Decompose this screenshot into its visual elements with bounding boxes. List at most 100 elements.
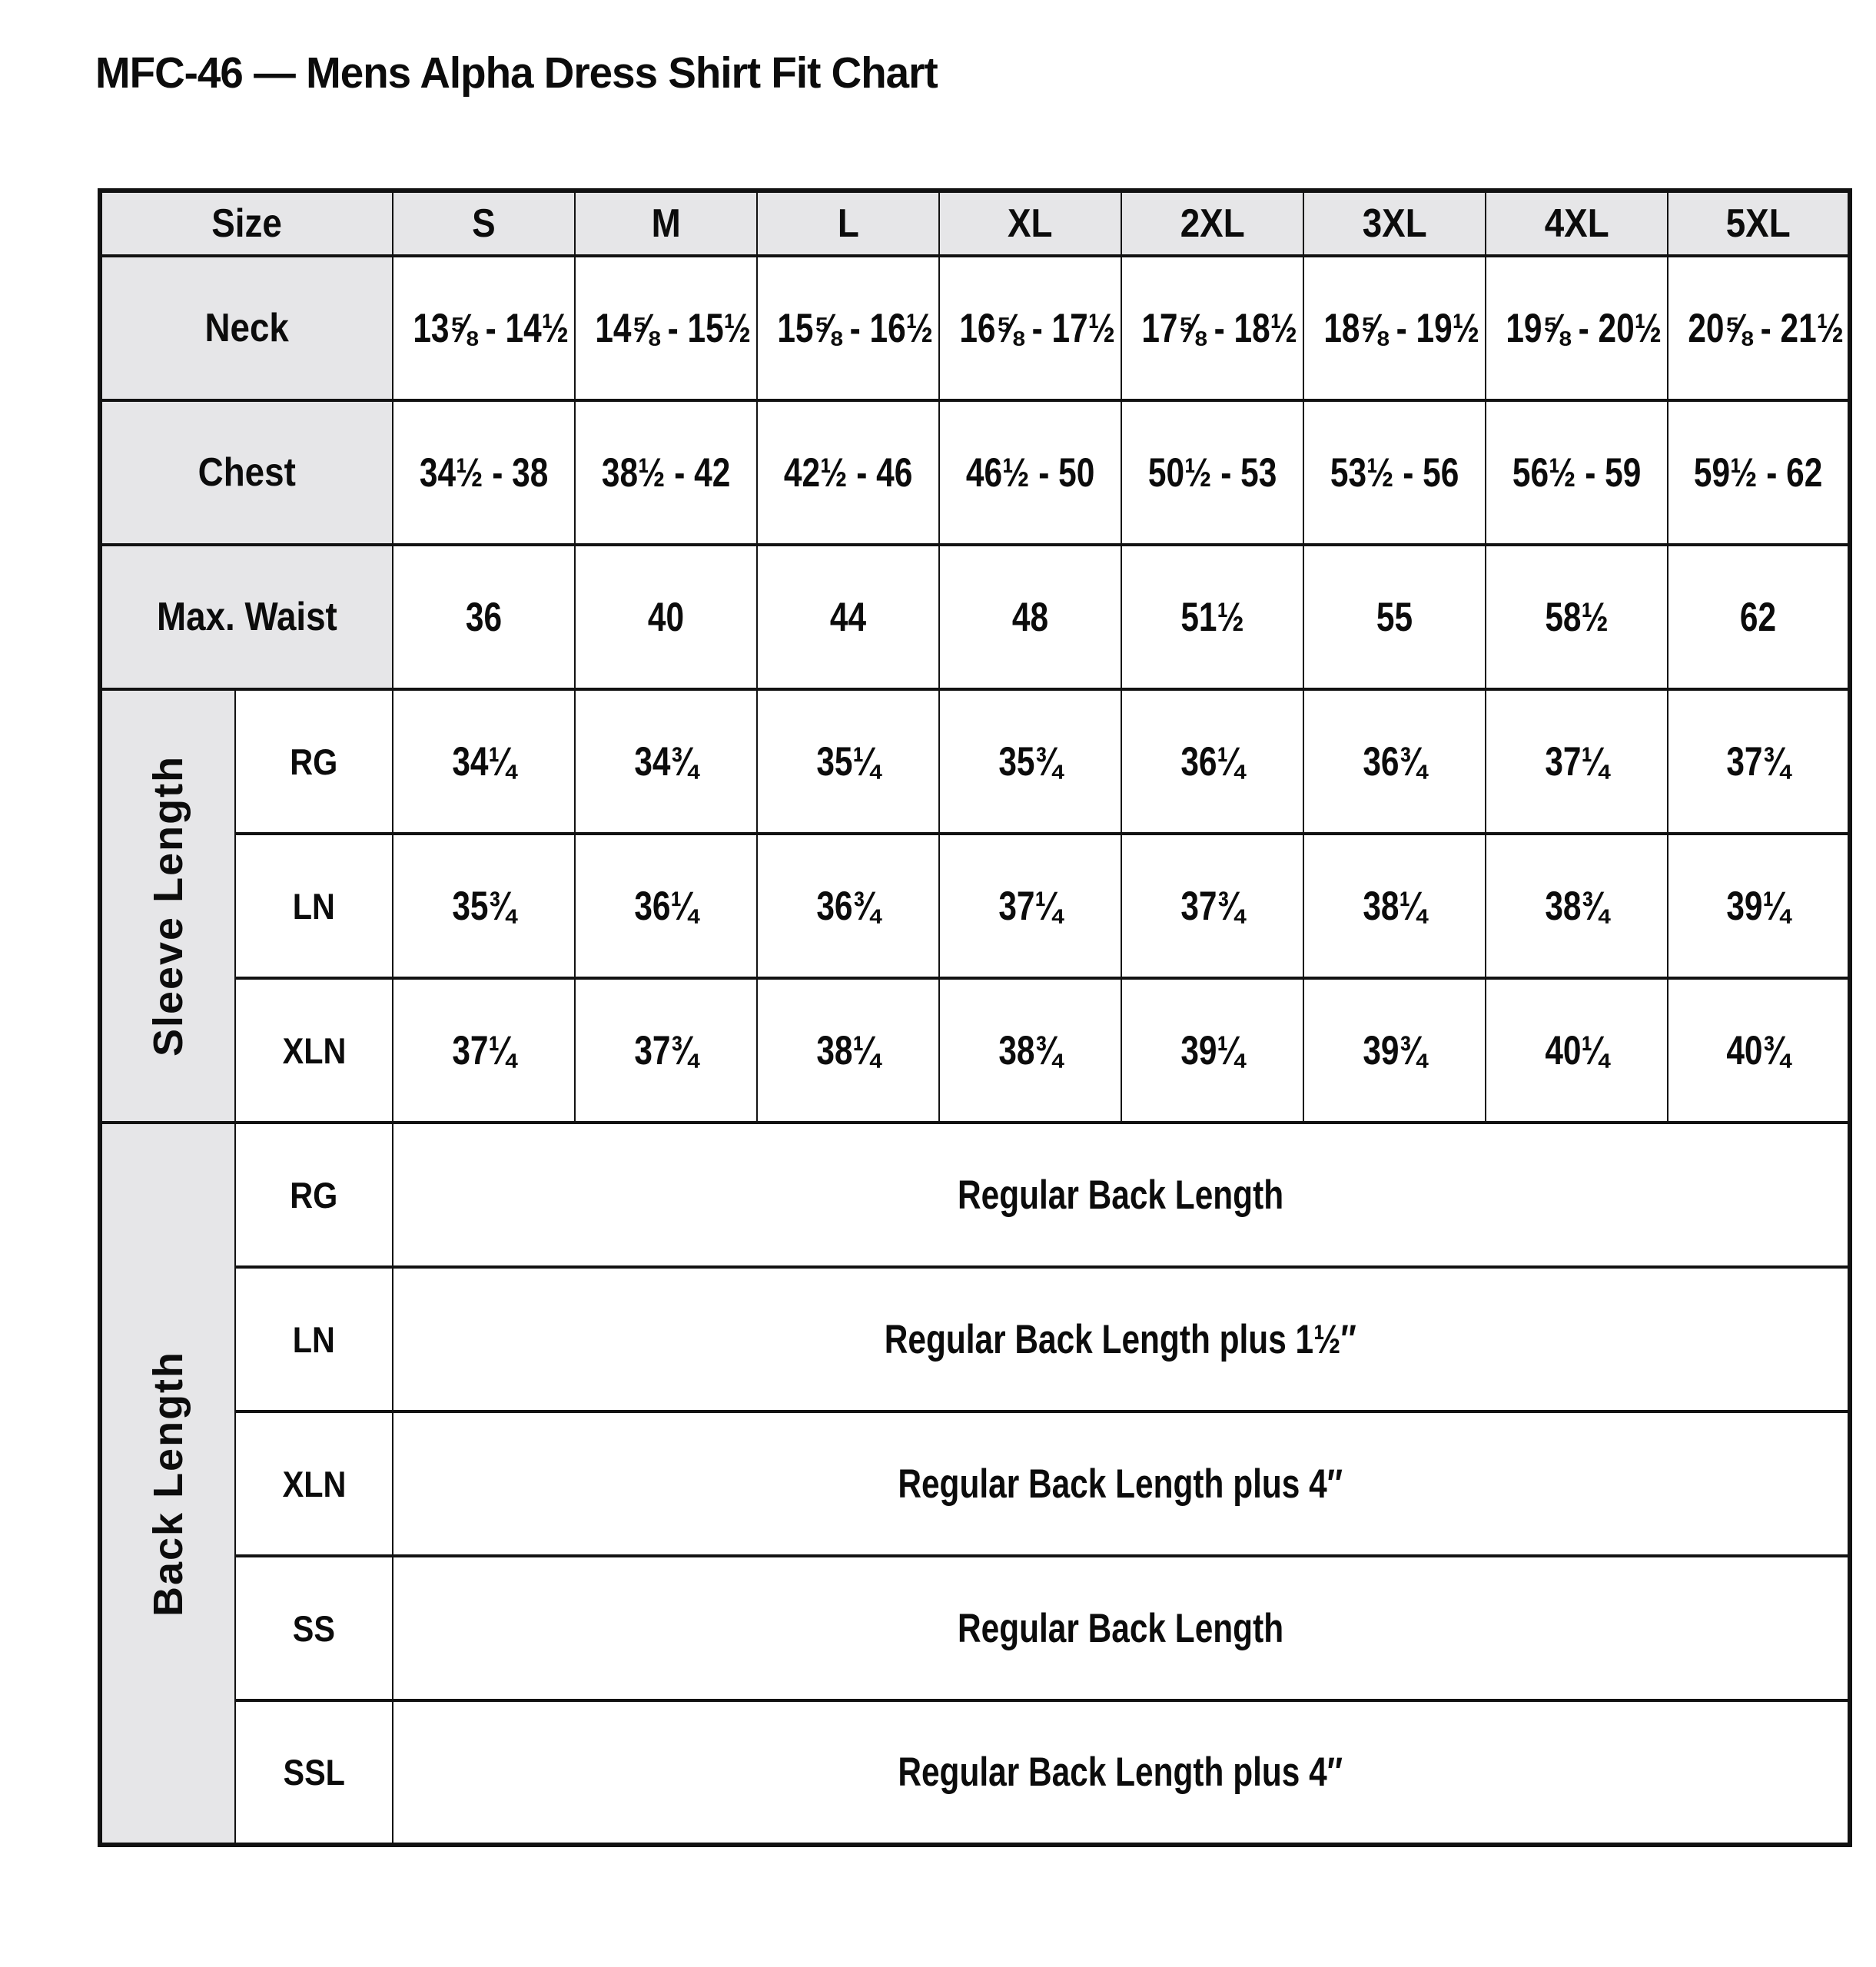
sleeve-rg-value-cell: 37¾ bbox=[1667, 688, 1851, 835]
cell-value: 38½ - 42 bbox=[601, 449, 731, 496]
row-header-label: Max. Waist bbox=[157, 595, 337, 639]
chest-value-cell: 50½ - 53 bbox=[1121, 399, 1304, 546]
cell-value: 36¼ bbox=[1180, 738, 1244, 784]
cell-value: Regular Back Length plus 4″ bbox=[898, 1461, 1343, 1507]
sleeve-ln-row: LN 35¾ 36¼ 36¾ 37¼ 37¾ 38¼ 38¾ 39¼ bbox=[100, 832, 1851, 980]
back-ssl-value-cell: Regular Back Length plus 4″ bbox=[392, 1699, 1851, 1846]
back-rg-value-cell: Regular Back Length bbox=[392, 1121, 1851, 1269]
back-rg-label-cell: RG bbox=[234, 1121, 393, 1269]
sleeve-rg-value-cell: 36¾ bbox=[1303, 688, 1486, 835]
cell-value: 44 bbox=[829, 594, 867, 640]
sleeve-rg-value-cell: 35¼ bbox=[756, 688, 940, 835]
column-header-label: M bbox=[651, 201, 681, 246]
cell-value: 39¼ bbox=[1726, 883, 1790, 929]
cell-value: 35¼ bbox=[816, 738, 880, 784]
row-header-label: Neck bbox=[204, 306, 290, 350]
column-header-label: L bbox=[837, 201, 859, 246]
max-waist-value-cell: 51½ bbox=[1121, 543, 1304, 691]
back-ln-value-cell: Regular Back Length plus 1½″ bbox=[392, 1265, 1851, 1413]
sleeve-xln-value-cell: 38¾ bbox=[938, 977, 1122, 1124]
chest-value-cell: 42½ - 46 bbox=[756, 399, 940, 546]
cell-value: 37¼ bbox=[998, 883, 1062, 929]
cell-value: 59½ - 62 bbox=[1693, 449, 1823, 496]
column-header-s: S bbox=[392, 189, 576, 257]
column-header-label: 2XL bbox=[1180, 201, 1245, 246]
sub-row-label: XLN bbox=[282, 1030, 346, 1071]
sleeve-ln-value-cell: 37¾ bbox=[1121, 832, 1304, 980]
sleeve-ln-value-cell: 36¾ bbox=[756, 832, 940, 980]
cell-value: 13⅝ - 14½ bbox=[413, 305, 569, 351]
cell-value: 15⅝ - 16½ bbox=[777, 305, 934, 351]
sleeve-ln-value-cell: 36¼ bbox=[574, 832, 758, 980]
column-header-xl: XL bbox=[938, 189, 1122, 257]
sleeve-ln-value-cell: 35¾ bbox=[392, 832, 576, 980]
row-header-label: Chest bbox=[198, 450, 297, 495]
sleeve-xln-value-cell: 37¼ bbox=[392, 977, 576, 1124]
sub-row-label: RG bbox=[290, 1174, 338, 1216]
size-header-cell: Size bbox=[99, 189, 393, 257]
cell-value: 14⅝ - 15½ bbox=[595, 305, 752, 351]
cell-value: Regular Back Length bbox=[957, 1605, 1284, 1651]
chest-value-cell: 38½ - 42 bbox=[574, 399, 758, 546]
chest-value-cell: 56½ - 59 bbox=[1485, 399, 1668, 546]
cell-value: 38¾ bbox=[998, 1027, 1062, 1073]
cell-value: Regular Back Length bbox=[957, 1172, 1284, 1218]
back-ss-value-cell: Regular Back Length bbox=[392, 1554, 1851, 1702]
cell-value: 36¾ bbox=[1363, 738, 1426, 784]
page-title-text: MFC-46 — Mens Alpha Dress Shirt Fit Char… bbox=[95, 48, 938, 98]
back-xln-label-cell: XLN bbox=[234, 1410, 393, 1557]
column-header-label: 5XL bbox=[1725, 201, 1791, 246]
cell-value: 42½ - 46 bbox=[783, 449, 913, 496]
column-header-label: XL bbox=[1008, 201, 1053, 246]
cell-value: 37¾ bbox=[634, 1027, 698, 1073]
back-ssl-row: SSL Regular Back Length plus 4″ bbox=[100, 1699, 1851, 1846]
cell-value: 34¼ bbox=[452, 738, 516, 784]
max-waist-value-cell: 44 bbox=[756, 543, 940, 691]
chest-value-cell: 46½ - 50 bbox=[938, 399, 1122, 546]
neck-value-cell: 18⅝ - 19½ bbox=[1303, 254, 1486, 402]
cell-value: 36 bbox=[465, 594, 503, 640]
sleeve-ln-value-cell: 38¼ bbox=[1303, 832, 1486, 980]
sub-row-label: XLN bbox=[282, 1463, 346, 1504]
header-row: Size S M L XL 2XL 3XL 4XL 5XL bbox=[99, 189, 1851, 257]
neck-row-header: Neck bbox=[99, 254, 393, 402]
back-ssl-label-cell: SSL bbox=[234, 1699, 393, 1846]
chest-row-header: Chest bbox=[99, 399, 393, 546]
size-header-label: Size bbox=[211, 201, 283, 246]
cell-value: 37¼ bbox=[1545, 738, 1609, 784]
sleeve-xln-row: XLN 37¼ 37¾ 38¼ 38¾ 39¼ 39¾ 40¼ 40¾ bbox=[100, 977, 1851, 1124]
sleeve-xln-value-cell: 37¾ bbox=[574, 977, 758, 1124]
sleeve-ln-value-cell: 37¼ bbox=[938, 832, 1122, 980]
max-waist-value-cell: 48 bbox=[938, 543, 1122, 691]
cell-value: 17⅝ - 18½ bbox=[1141, 305, 1298, 351]
sleeve-xln-label-cell: XLN bbox=[234, 977, 393, 1124]
neck-value-cell: 17⅝ - 18½ bbox=[1121, 254, 1304, 402]
cell-value: 53½ - 56 bbox=[1330, 449, 1459, 496]
back-rg-row: Back Length RG Regular Back Length bbox=[99, 1121, 1851, 1846]
sleeve-xln-value-cell: 40¼ bbox=[1485, 977, 1668, 1124]
cell-value: 18⅝ - 19½ bbox=[1323, 305, 1480, 351]
neck-value-cell: 13⅝ - 14½ bbox=[392, 254, 576, 402]
column-header-3xl: 3XL bbox=[1303, 189, 1486, 257]
cell-value: 50½ - 53 bbox=[1147, 449, 1277, 496]
sleeve-xln-value-cell: 39¾ bbox=[1303, 977, 1486, 1124]
cell-value: 40 bbox=[647, 594, 685, 640]
column-header-label: 3XL bbox=[1362, 201, 1427, 246]
cell-value: 38¾ bbox=[1545, 883, 1609, 929]
column-header-m: M bbox=[574, 189, 758, 257]
sleeve-ln-value-cell: 38¾ bbox=[1485, 832, 1668, 980]
neck-value-cell: 19⅝ - 20½ bbox=[1485, 254, 1668, 402]
sleeve-ln-value-cell: 39¼ bbox=[1667, 832, 1851, 980]
cell-value: 55 bbox=[1376, 594, 1413, 640]
back-length-group-cell: Back Length bbox=[99, 1121, 236, 1846]
cell-value: 39¼ bbox=[1180, 1027, 1244, 1073]
chest-value-cell: 59½ - 62 bbox=[1667, 399, 1851, 546]
page-title: MFC-46 — Mens Alpha Dress Shirt Fit Char… bbox=[95, 48, 972, 98]
sub-row-label: SSL bbox=[283, 1752, 345, 1793]
cell-value: 38¼ bbox=[1363, 883, 1426, 929]
back-ln-row: LN Regular Back Length plus 1½″ bbox=[100, 1265, 1851, 1413]
neck-value-cell: 15⅝ - 16½ bbox=[756, 254, 940, 402]
cell-value: 36¾ bbox=[816, 883, 880, 929]
column-header-label: 4XL bbox=[1544, 201, 1609, 246]
cell-value: 58½ bbox=[1545, 594, 1609, 640]
